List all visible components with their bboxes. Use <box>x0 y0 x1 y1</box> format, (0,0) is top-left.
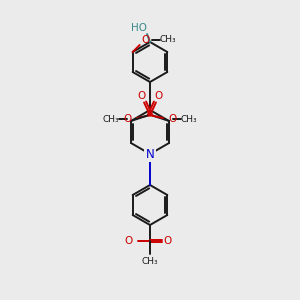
Text: O: O <box>137 91 145 101</box>
Text: CH₃: CH₃ <box>159 35 176 44</box>
Text: HO: HO <box>131 23 147 33</box>
Text: CH₃: CH₃ <box>142 256 158 266</box>
Text: CH₃: CH₃ <box>181 115 197 124</box>
Text: O: O <box>142 35 150 45</box>
Text: N: N <box>146 148 154 160</box>
Text: O: O <box>124 114 132 124</box>
Text: O: O <box>168 114 176 124</box>
Text: O: O <box>155 91 163 101</box>
Text: O: O <box>164 236 172 246</box>
Text: CH₃: CH₃ <box>103 115 119 124</box>
Text: O: O <box>125 236 133 246</box>
